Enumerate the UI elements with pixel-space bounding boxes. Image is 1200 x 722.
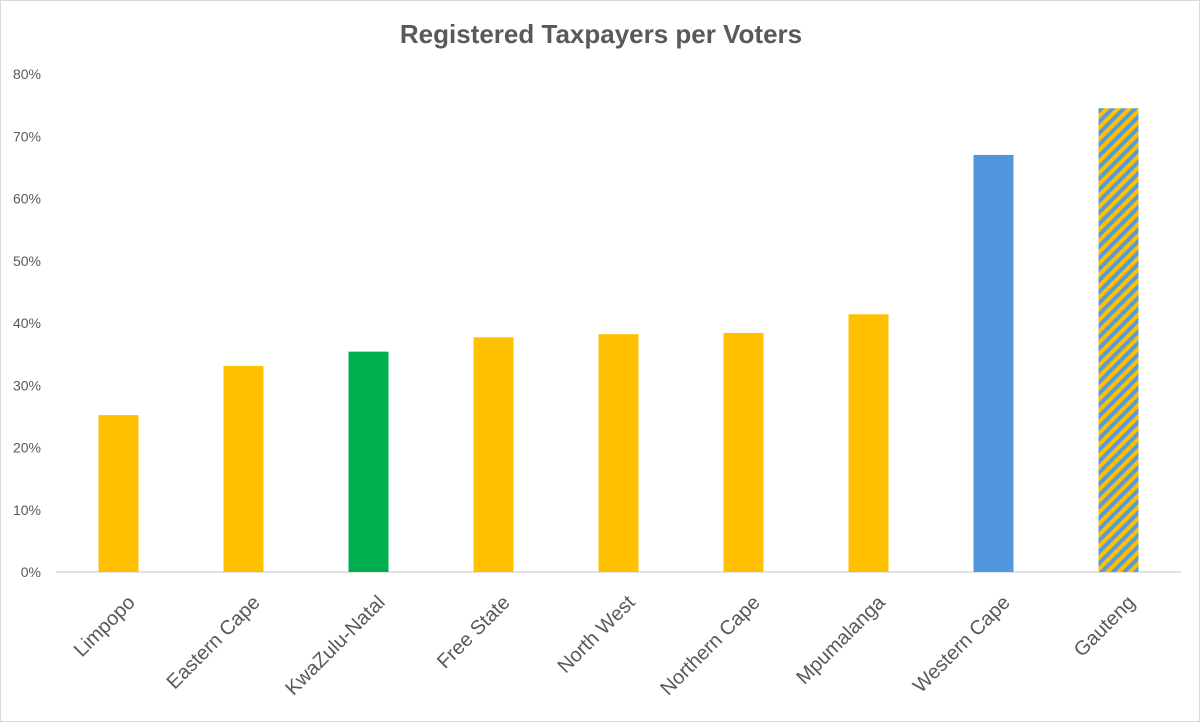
bars bbox=[98, 108, 1139, 573]
y-tick-label: 20% bbox=[13, 440, 41, 456]
x-tick-label: Northern Cape bbox=[656, 592, 764, 700]
x-tick-label: Limpopo bbox=[70, 592, 140, 662]
y-tick-label: 70% bbox=[13, 128, 41, 144]
y-tick-label: 40% bbox=[13, 315, 41, 331]
chart-title: Registered Taxpayers per Voters bbox=[400, 19, 802, 49]
y-tick-label: 50% bbox=[13, 253, 41, 269]
x-tick-label: North West bbox=[554, 591, 640, 677]
bar-kwazulu-natal bbox=[348, 351, 389, 572]
x-tick-label: Western Cape bbox=[909, 592, 1015, 698]
y-tick-label: 30% bbox=[13, 377, 41, 393]
bar-gauteng bbox=[1098, 108, 1139, 573]
y-tick-label: 80% bbox=[13, 66, 41, 82]
y-axis: 0% 10% 20% 30% 40% 50% 60% 70% 80% bbox=[13, 66, 41, 580]
bar-northern-cape bbox=[723, 332, 764, 572]
bar-limpopo bbox=[98, 415, 139, 572]
bar-free-state bbox=[473, 337, 514, 572]
x-tick-label: Mpumalanga bbox=[792, 591, 890, 689]
y-tick-label: 60% bbox=[13, 191, 41, 207]
x-tick-label: Gauteng bbox=[1070, 592, 1140, 662]
bar-north-west bbox=[598, 334, 639, 572]
y-tick-label: 0% bbox=[21, 564, 41, 580]
y-tick-label: 10% bbox=[13, 502, 41, 518]
x-tick-label: Eastern Cape bbox=[163, 592, 265, 694]
x-axis-labels: Limpopo Eastern Cape KwaZulu-Natal Free Sta… bbox=[70, 591, 1140, 700]
bar-eastern-cape bbox=[223, 365, 264, 572]
bar-mpumalanga bbox=[848, 314, 889, 572]
x-tick-label: KwaZulu-Natal bbox=[281, 592, 389, 700]
x-tick-label: Free State bbox=[433, 592, 515, 674]
bar-western-cape bbox=[973, 154, 1014, 573]
